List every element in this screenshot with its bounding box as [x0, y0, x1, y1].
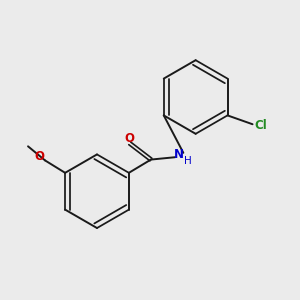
Text: O: O	[125, 132, 135, 145]
Text: N: N	[174, 148, 184, 161]
Text: H: H	[184, 156, 192, 166]
Text: O: O	[35, 149, 45, 163]
Text: Cl: Cl	[254, 119, 267, 132]
